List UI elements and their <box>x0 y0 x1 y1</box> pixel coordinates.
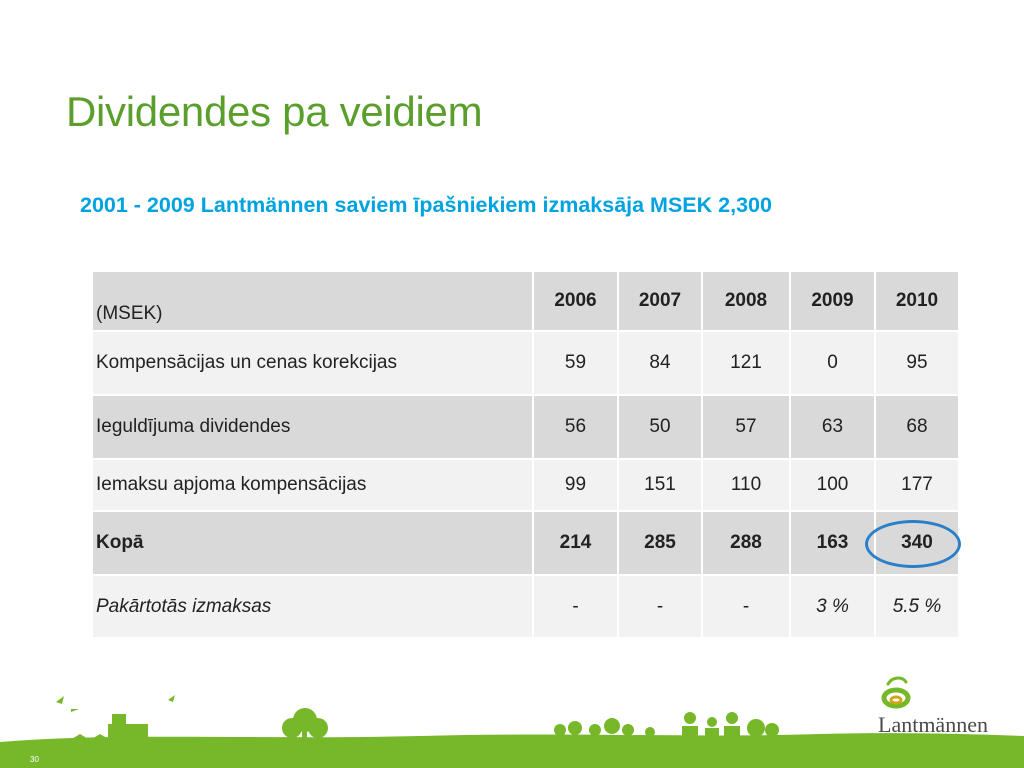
table-cell: 84 <box>617 330 703 396</box>
table-cell: 63 <box>789 394 876 460</box>
highlight-ellipse <box>865 520 961 568</box>
table-cell: 3 % <box>789 574 876 639</box>
header-year-2009: 2009 <box>789 270 876 332</box>
page-number: 30 <box>30 755 39 764</box>
lantmannen-logo-icon <box>881 676 911 709</box>
table-cell: 177 <box>874 458 960 512</box>
table-cell: 288 <box>701 510 791 576</box>
row-label: Kompensācijas un cenas korekcijas <box>91 330 534 396</box>
table-cell: - <box>532 574 619 639</box>
table-cell: 68 <box>874 394 960 460</box>
slide-title: Dividendes pa veidiem <box>66 88 483 135</box>
table-row: Kompensācijas un cenas korekcijas 59 84 … <box>91 330 960 396</box>
slide-subtitle: 2001 - 2009 Lantmännen saviem īpašniekie… <box>80 193 772 217</box>
table-cell: 5.5 % <box>874 574 960 639</box>
row-label: Ieguldījuma dividendes <box>91 394 534 460</box>
table-cell: 57 <box>701 394 791 460</box>
header-year-2006: 2006 <box>532 270 619 332</box>
table-row-total: Kopā 214 285 288 163 340 <box>91 510 960 576</box>
header-year-2007: 2007 <box>617 270 703 332</box>
table-cell: - <box>701 574 791 639</box>
footer-landscape-illustration <box>0 695 1024 768</box>
table-cell: 285 <box>617 510 703 576</box>
table-cell: 121 <box>701 330 791 396</box>
table-row: Ieguldījuma dividendes 56 50 57 63 68 <box>91 394 960 460</box>
table-cell: 56 <box>532 394 619 460</box>
table-cell: 99 <box>532 458 619 512</box>
table-cell: 110 <box>701 458 791 512</box>
header-unit: (MSEK) <box>91 270 534 332</box>
table-cell: 100 <box>789 458 876 512</box>
table-cell: 163 <box>789 510 876 576</box>
table-row: Iemaksu apjoma kompensācijas 99 151 110 … <box>91 458 960 512</box>
row-label: Kopā <box>91 510 534 576</box>
header-year-2008: 2008 <box>701 270 791 332</box>
table-header-row: (MSEK) 2006 2007 2008 2009 2010 <box>91 270 960 332</box>
row-label: Pakārtotās izmaksas <box>91 574 534 639</box>
table-cell: 214 <box>532 510 619 576</box>
dividends-table: (MSEK) 2006 2007 2008 2009 2010 Kompensā… <box>91 270 960 639</box>
table-cell: - <box>617 574 703 639</box>
table-row: Pakārtotās izmaksas - - - 3 % 5.5 % <box>91 574 960 639</box>
table-cell: 50 <box>617 394 703 460</box>
table-cell: 95 <box>874 330 960 396</box>
table-cell: 59 <box>532 330 619 396</box>
table-cell: 0 <box>789 330 876 396</box>
logo-wordmark: Lantmännen <box>878 712 988 737</box>
table-cell: 151 <box>617 458 703 512</box>
row-label: Iemaksu apjoma kompensācijas <box>91 458 534 512</box>
header-year-2010: 2010 <box>874 270 960 332</box>
